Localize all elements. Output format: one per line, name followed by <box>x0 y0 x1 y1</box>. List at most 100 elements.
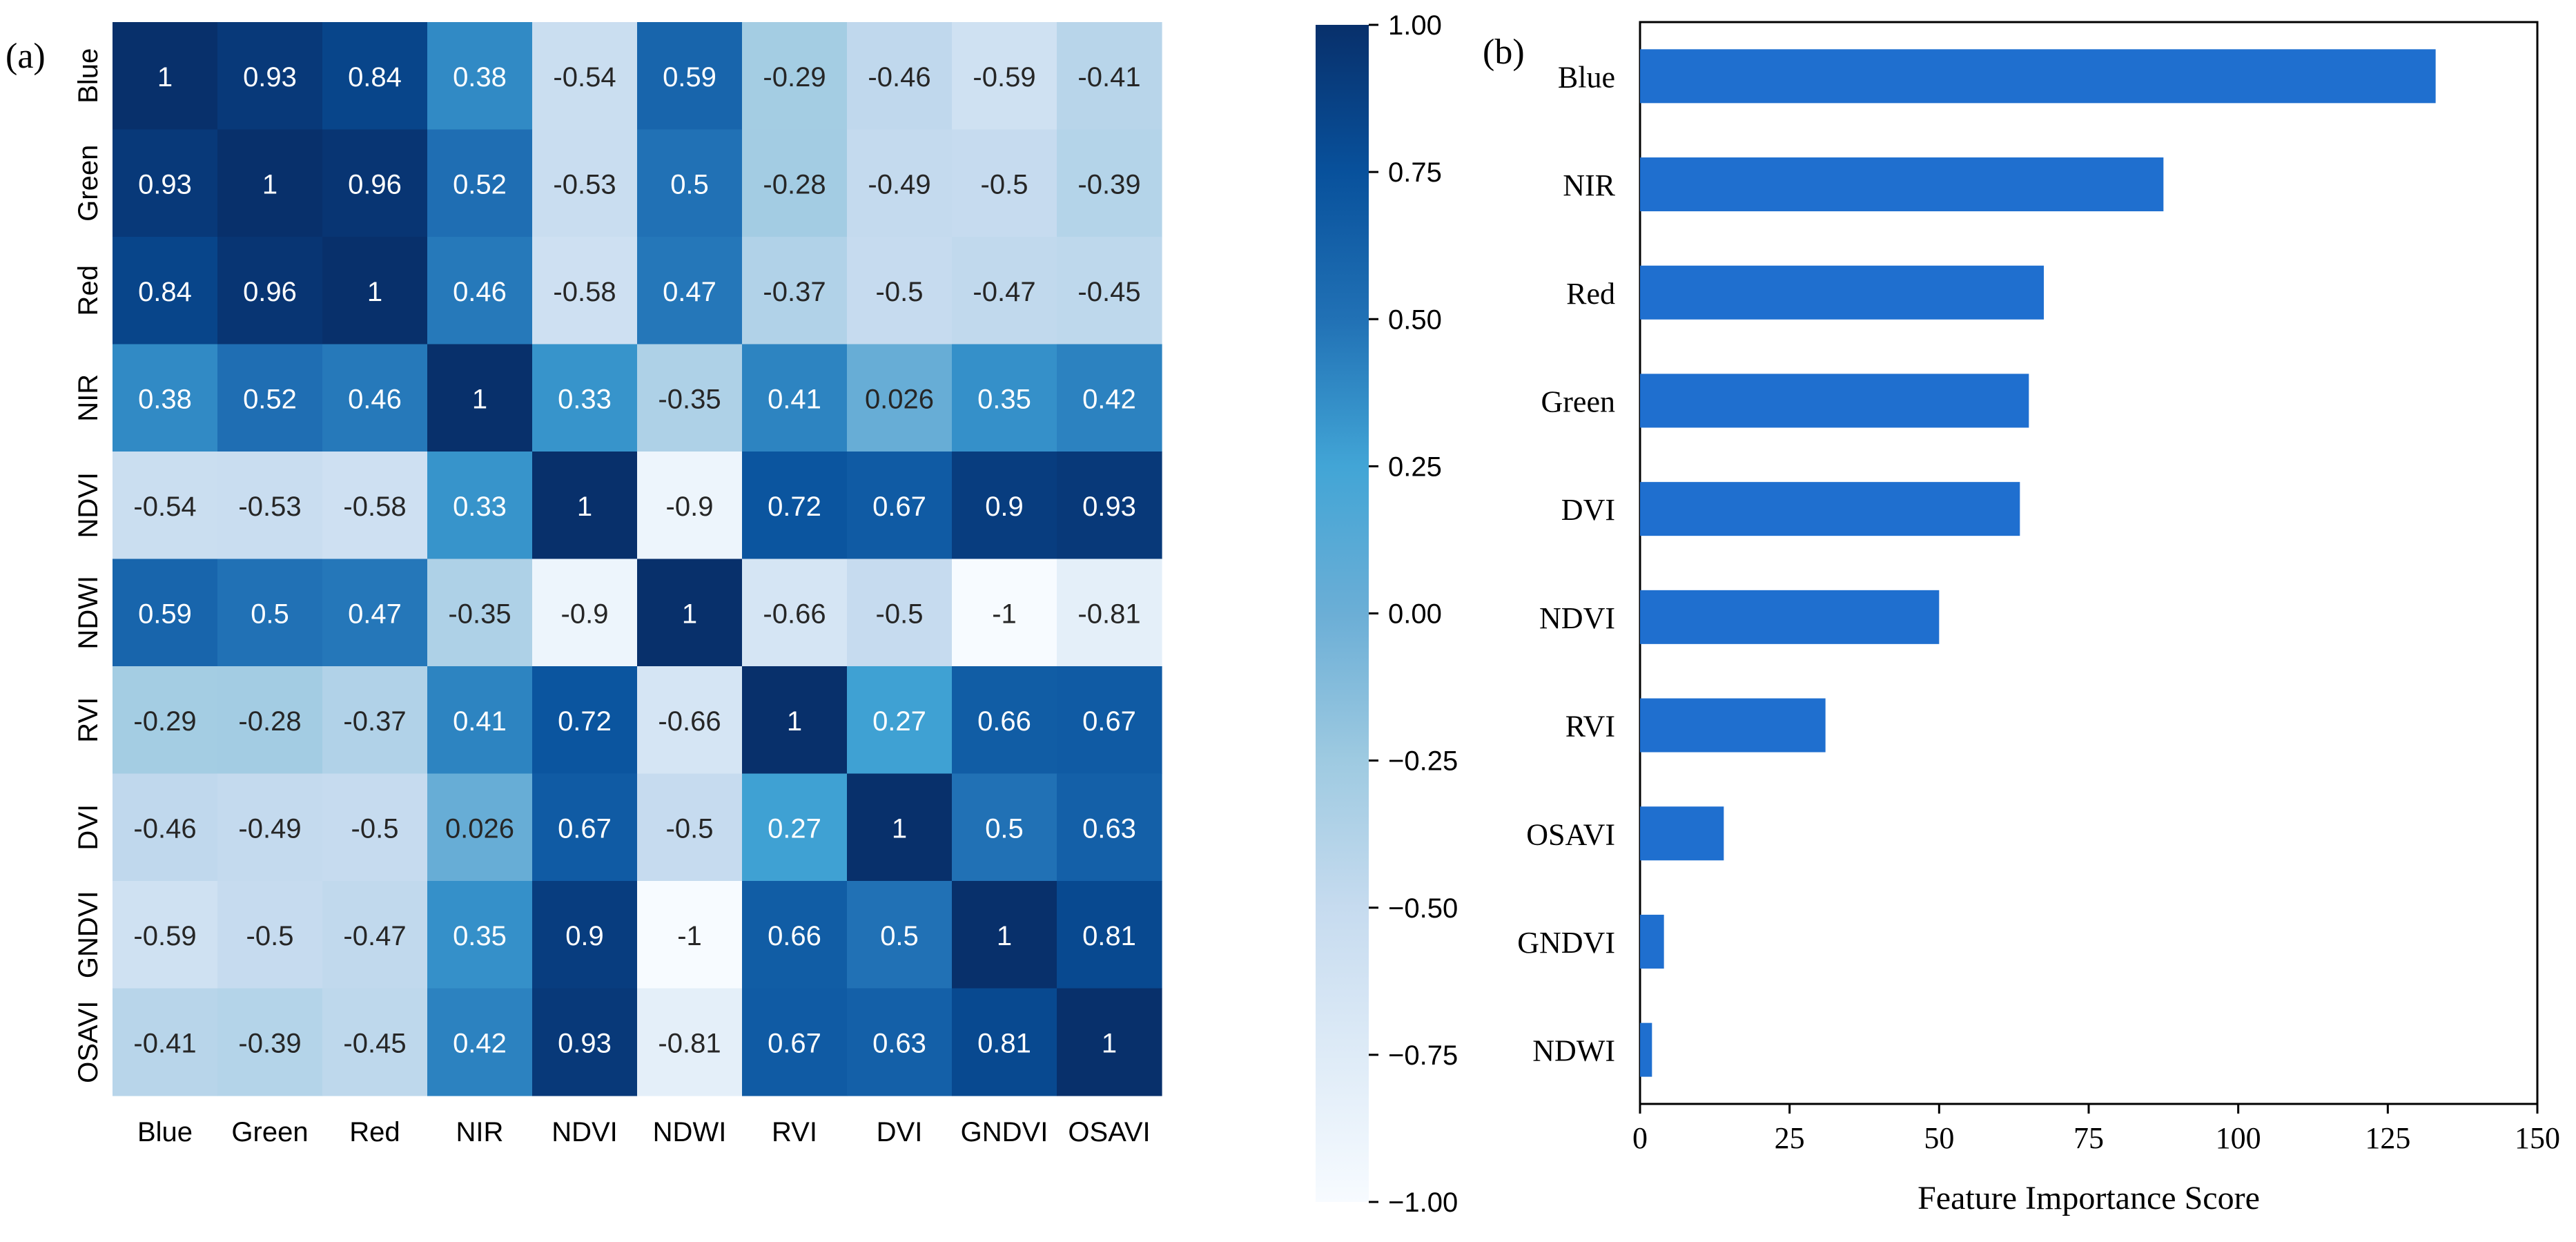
panel-label-b: (b) <box>1483 32 1525 72</box>
heatmap-cell-label: 0.67 <box>872 492 926 522</box>
heatmap-cell <box>427 773 533 882</box>
heatmap-cell-label: 0.47 <box>348 599 402 629</box>
bar <box>1640 590 1940 644</box>
heatmap-cell-label: -0.47 <box>343 921 406 951</box>
bar-x-tick-label: 25 <box>1775 1121 1805 1155</box>
heatmap-cell <box>217 773 323 882</box>
heatmap-cell <box>217 237 323 345</box>
heatmap-cell-label: -0.37 <box>763 277 826 307</box>
heatmap-cell-label: 0.66 <box>768 921 821 951</box>
heatmap-x-tick-label: GNDVI <box>961 1117 1048 1147</box>
bar-y-tick-label: NDWI <box>1532 1034 1615 1068</box>
heatmap-cell <box>113 988 218 1096</box>
heatmap-cell <box>1057 988 1162 1096</box>
heatmap-y-tick-label: RVI <box>73 697 104 743</box>
heatmap-cell <box>217 559 323 667</box>
heatmap-cell <box>322 559 428 667</box>
panel-label-a: (a) <box>6 37 46 76</box>
heatmap-cell <box>847 881 953 989</box>
heatmap-x-tick-label: Blue <box>137 1117 193 1147</box>
bar-x-axis-label: Feature Importance Score <box>1918 1180 2260 1216</box>
heatmap-cell <box>1057 881 1162 989</box>
bar-y-tick-labels: Blue NIR Red Green DVI NDVI RVI OSAVI GNDVI NDWI <box>1517 60 1615 1067</box>
heatmap-cell-label: 1 <box>577 492 592 522</box>
heatmap-cell-label: 0.27 <box>768 813 821 844</box>
heatmap-y-tick-label: NIR <box>73 374 104 422</box>
heatmap-cell-label: 0.46 <box>348 384 402 414</box>
heatmap-cell-label: -0.28 <box>238 706 301 737</box>
heatmap-cell-label: -0.49 <box>238 813 301 844</box>
heatmap-x-tick-label: Green <box>231 1117 308 1147</box>
heatmap-cell-label: -0.35 <box>658 384 721 414</box>
heatmap-cell-label: 1 <box>472 384 487 414</box>
heatmap-cell <box>532 344 638 452</box>
heatmap-y-tick-label: Red <box>73 265 104 316</box>
heatmap-cell <box>952 22 1057 130</box>
heatmap-cell-label: -0.54 <box>553 62 616 93</box>
heatmap-cell-label: 0.96 <box>348 169 402 200</box>
heatmap-cell <box>847 988 953 1096</box>
heatmap-cell-label: 0.63 <box>1082 813 1136 844</box>
bar-y-tick-label: Green <box>1541 385 1616 418</box>
heatmap-cell-label: -0.9 <box>666 492 714 522</box>
heatmap-cell <box>532 666 638 775</box>
bar-y-tick-label: NIR <box>1563 168 1615 202</box>
bar <box>1640 914 1664 969</box>
heatmap-x-tick-label: NDVI <box>552 1117 618 1147</box>
bar <box>1640 157 2164 212</box>
heatmap-y-tick-label: DVI <box>73 804 104 851</box>
heatmap-cell <box>217 129 323 237</box>
heatmap-cell-label: 0.93 <box>1082 492 1136 522</box>
heatmap-cell <box>322 22 428 130</box>
colorbar-tick-label: 1.00 <box>1388 10 1442 41</box>
heatmap-cell-label: 0.59 <box>138 599 192 629</box>
heatmap-x-tick-label: OSAVI <box>1068 1117 1150 1147</box>
heatmap-cell-label: 1 <box>262 169 277 200</box>
heatmap-cell-label: 0.66 <box>977 706 1031 737</box>
colorbar-tick-label: 0.25 <box>1388 452 1442 482</box>
heatmap-cell-label: -0.29 <box>133 706 196 737</box>
heatmap-cell-label: 1 <box>157 62 173 93</box>
heatmap-cell <box>427 881 533 989</box>
heatmap-cell <box>847 773 953 882</box>
heatmap-cell-label: -1 <box>992 599 1017 629</box>
heatmap-cell <box>847 666 953 775</box>
heatmap-cell <box>1057 129 1162 237</box>
heatmap-cell-label: 0.81 <box>977 1028 1031 1058</box>
heatmap-cell-label: 0.5 <box>880 921 919 951</box>
heatmap-cell <box>742 881 848 989</box>
heatmap-cell <box>742 988 848 1096</box>
heatmap-cell <box>322 344 428 452</box>
bar <box>1640 698 1826 753</box>
heatmap-cell <box>847 452 953 560</box>
heatmap-cell <box>113 344 218 452</box>
heatmap-cell <box>637 881 743 989</box>
heatmap-cell-label: -0.46 <box>133 813 196 844</box>
heatmap-cell <box>637 452 743 560</box>
bar-y-tick-label: Red <box>1566 277 1615 311</box>
heatmap-cell-label: 0.9 <box>565 921 604 951</box>
heatmap-cell-label: 0.38 <box>138 384 192 414</box>
heatmap-cell-label: -0.53 <box>238 492 301 522</box>
heatmap-cell-label: 0.84 <box>348 62 402 93</box>
colorbar-tick-label: 0.75 <box>1388 157 1442 188</box>
bar-y-tick-label: DVI <box>1561 493 1615 527</box>
heatmap-cell <box>427 666 533 775</box>
heatmap-cell <box>952 881 1057 989</box>
bar <box>1640 265 2044 320</box>
bar <box>1640 482 2020 536</box>
heatmap-cell-label: 1 <box>997 921 1012 951</box>
heatmap-cell <box>427 452 533 560</box>
bar-x-tick-label: 0 <box>1632 1121 1648 1155</box>
heatmap-cell <box>637 773 743 882</box>
heatmap-cell <box>217 452 323 560</box>
heatmap-cell <box>1057 452 1162 560</box>
heatmap-cell <box>952 666 1057 775</box>
heatmap-cell <box>532 452 638 560</box>
bar-y-tick-label: Blue <box>1558 60 1615 94</box>
heatmap-cell <box>322 666 428 775</box>
heatmap-cell-label: 0.27 <box>872 706 926 737</box>
heatmap-cell <box>952 988 1057 1096</box>
heatmap-cell-label: 0.96 <box>243 277 297 307</box>
